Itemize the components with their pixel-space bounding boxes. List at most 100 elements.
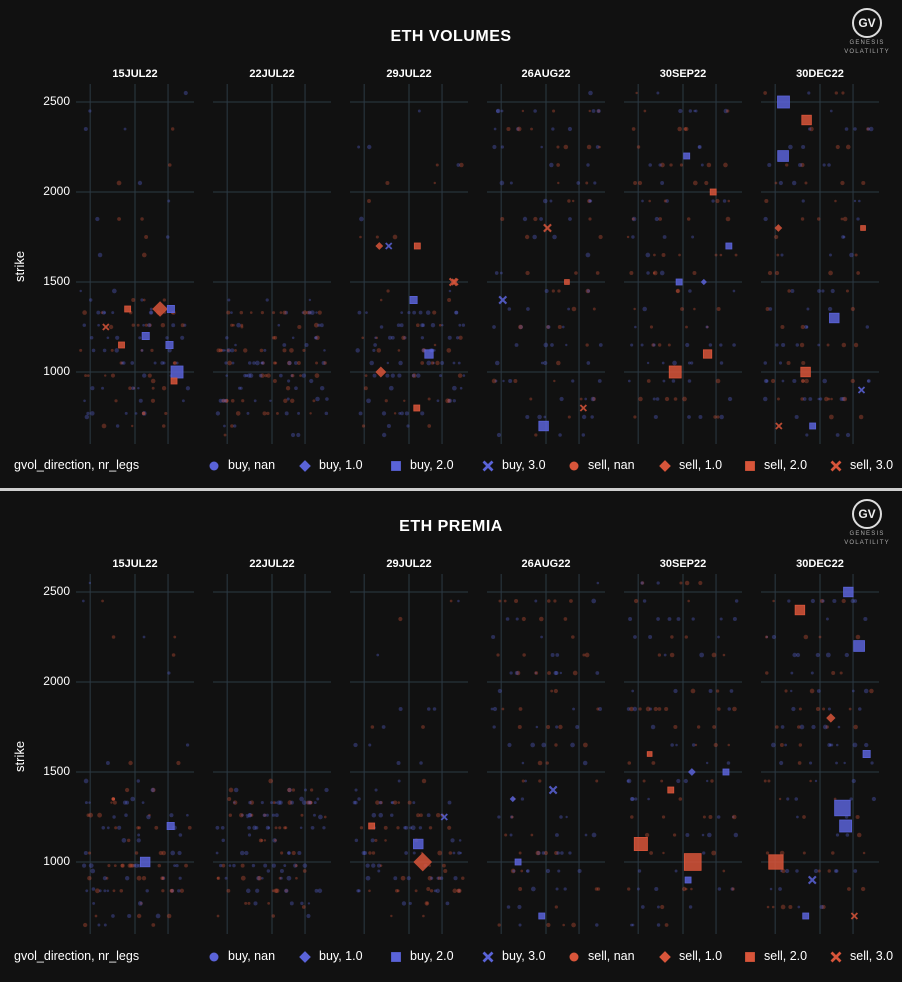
data-point xyxy=(161,424,166,428)
data-point-sell-diamond xyxy=(375,366,387,378)
data-point xyxy=(521,761,525,765)
data-point xyxy=(169,888,174,893)
data-point xyxy=(439,374,442,378)
data-point xyxy=(274,888,280,894)
data-point xyxy=(274,813,279,818)
y-tick-label: 1500 xyxy=(43,764,70,778)
data-point xyxy=(684,887,688,891)
data-point xyxy=(869,688,874,694)
data-point xyxy=(598,145,601,149)
data-point xyxy=(374,336,377,340)
data-point xyxy=(808,397,813,401)
data-point xyxy=(283,398,288,403)
data-point xyxy=(112,800,117,805)
data-point xyxy=(234,343,237,347)
data-point xyxy=(694,743,698,747)
data-point xyxy=(584,652,590,658)
data-point xyxy=(633,635,637,639)
data-point xyxy=(284,310,289,315)
data-point xyxy=(426,813,431,818)
data-point xyxy=(375,336,379,340)
data-point xyxy=(150,378,156,384)
data-point xyxy=(701,833,705,837)
legend-x-icon xyxy=(482,951,494,963)
data-point xyxy=(457,851,461,855)
data-point xyxy=(546,325,550,329)
data-point xyxy=(245,888,251,894)
data-point xyxy=(800,324,805,330)
data-point xyxy=(435,360,440,366)
data-point xyxy=(134,863,139,868)
data-point xyxy=(317,888,323,894)
data-point xyxy=(79,348,83,352)
data-point xyxy=(255,888,260,893)
data-point xyxy=(567,307,571,311)
data-point xyxy=(558,433,562,437)
data-point-buy-diamond xyxy=(700,278,707,286)
data-point xyxy=(785,163,789,167)
data-point xyxy=(181,399,185,403)
data-point xyxy=(526,869,530,873)
data-point xyxy=(379,298,383,302)
data-point xyxy=(384,399,388,403)
data-point xyxy=(536,850,541,856)
data-point xyxy=(432,361,435,365)
data-point xyxy=(675,289,680,293)
data-point xyxy=(274,801,278,804)
data-point xyxy=(272,379,277,383)
legend-x-icon xyxy=(830,951,842,963)
data-point xyxy=(815,706,821,712)
data-point xyxy=(763,396,768,402)
data-point xyxy=(571,635,575,639)
data-point xyxy=(377,869,381,873)
data-point xyxy=(817,397,821,401)
data-point xyxy=(216,348,221,353)
data-point xyxy=(441,323,444,327)
data-point xyxy=(302,863,308,868)
data-point xyxy=(150,398,156,403)
facet-26aug22 xyxy=(487,84,605,444)
data-point xyxy=(813,868,819,874)
data-point xyxy=(83,778,89,784)
data-point xyxy=(262,813,267,817)
data-point xyxy=(687,361,691,365)
data-point xyxy=(588,90,593,96)
data-point-buy-square xyxy=(777,150,789,162)
data-point xyxy=(509,833,513,837)
legend-item-label: buy, 3.0 xyxy=(502,949,546,963)
data-point xyxy=(640,343,644,347)
data-point xyxy=(534,599,538,603)
data-point xyxy=(500,145,505,149)
data-point xyxy=(864,742,869,748)
data-point xyxy=(500,216,505,222)
data-point xyxy=(856,217,860,221)
data-point xyxy=(457,599,460,603)
legend-marker xyxy=(659,951,671,963)
data-point xyxy=(586,163,590,167)
facet-label-22jul22: 22JUL22 xyxy=(249,68,295,80)
data-point xyxy=(835,833,840,837)
data-point xyxy=(418,826,423,830)
data-point xyxy=(802,815,806,819)
data-point xyxy=(508,378,513,384)
data-point xyxy=(369,360,375,366)
data-point xyxy=(301,800,307,805)
data-point xyxy=(357,145,361,149)
data-point xyxy=(428,826,433,830)
data-point xyxy=(648,635,653,639)
data-point xyxy=(492,706,498,712)
y-tick-label: 1500 xyxy=(43,274,70,288)
data-point xyxy=(732,289,736,293)
data-point xyxy=(278,826,282,830)
data-point xyxy=(361,336,365,340)
data-point xyxy=(398,360,403,366)
data-point xyxy=(437,850,443,856)
legend-circle-icon xyxy=(209,461,219,471)
logo-line2: VOLATILITY xyxy=(844,540,890,546)
data-point xyxy=(664,706,669,712)
data-point xyxy=(677,126,682,132)
data-point xyxy=(685,325,688,329)
data-point xyxy=(647,797,650,801)
data-point xyxy=(306,913,311,919)
data-point-sell-diamond xyxy=(774,224,783,232)
